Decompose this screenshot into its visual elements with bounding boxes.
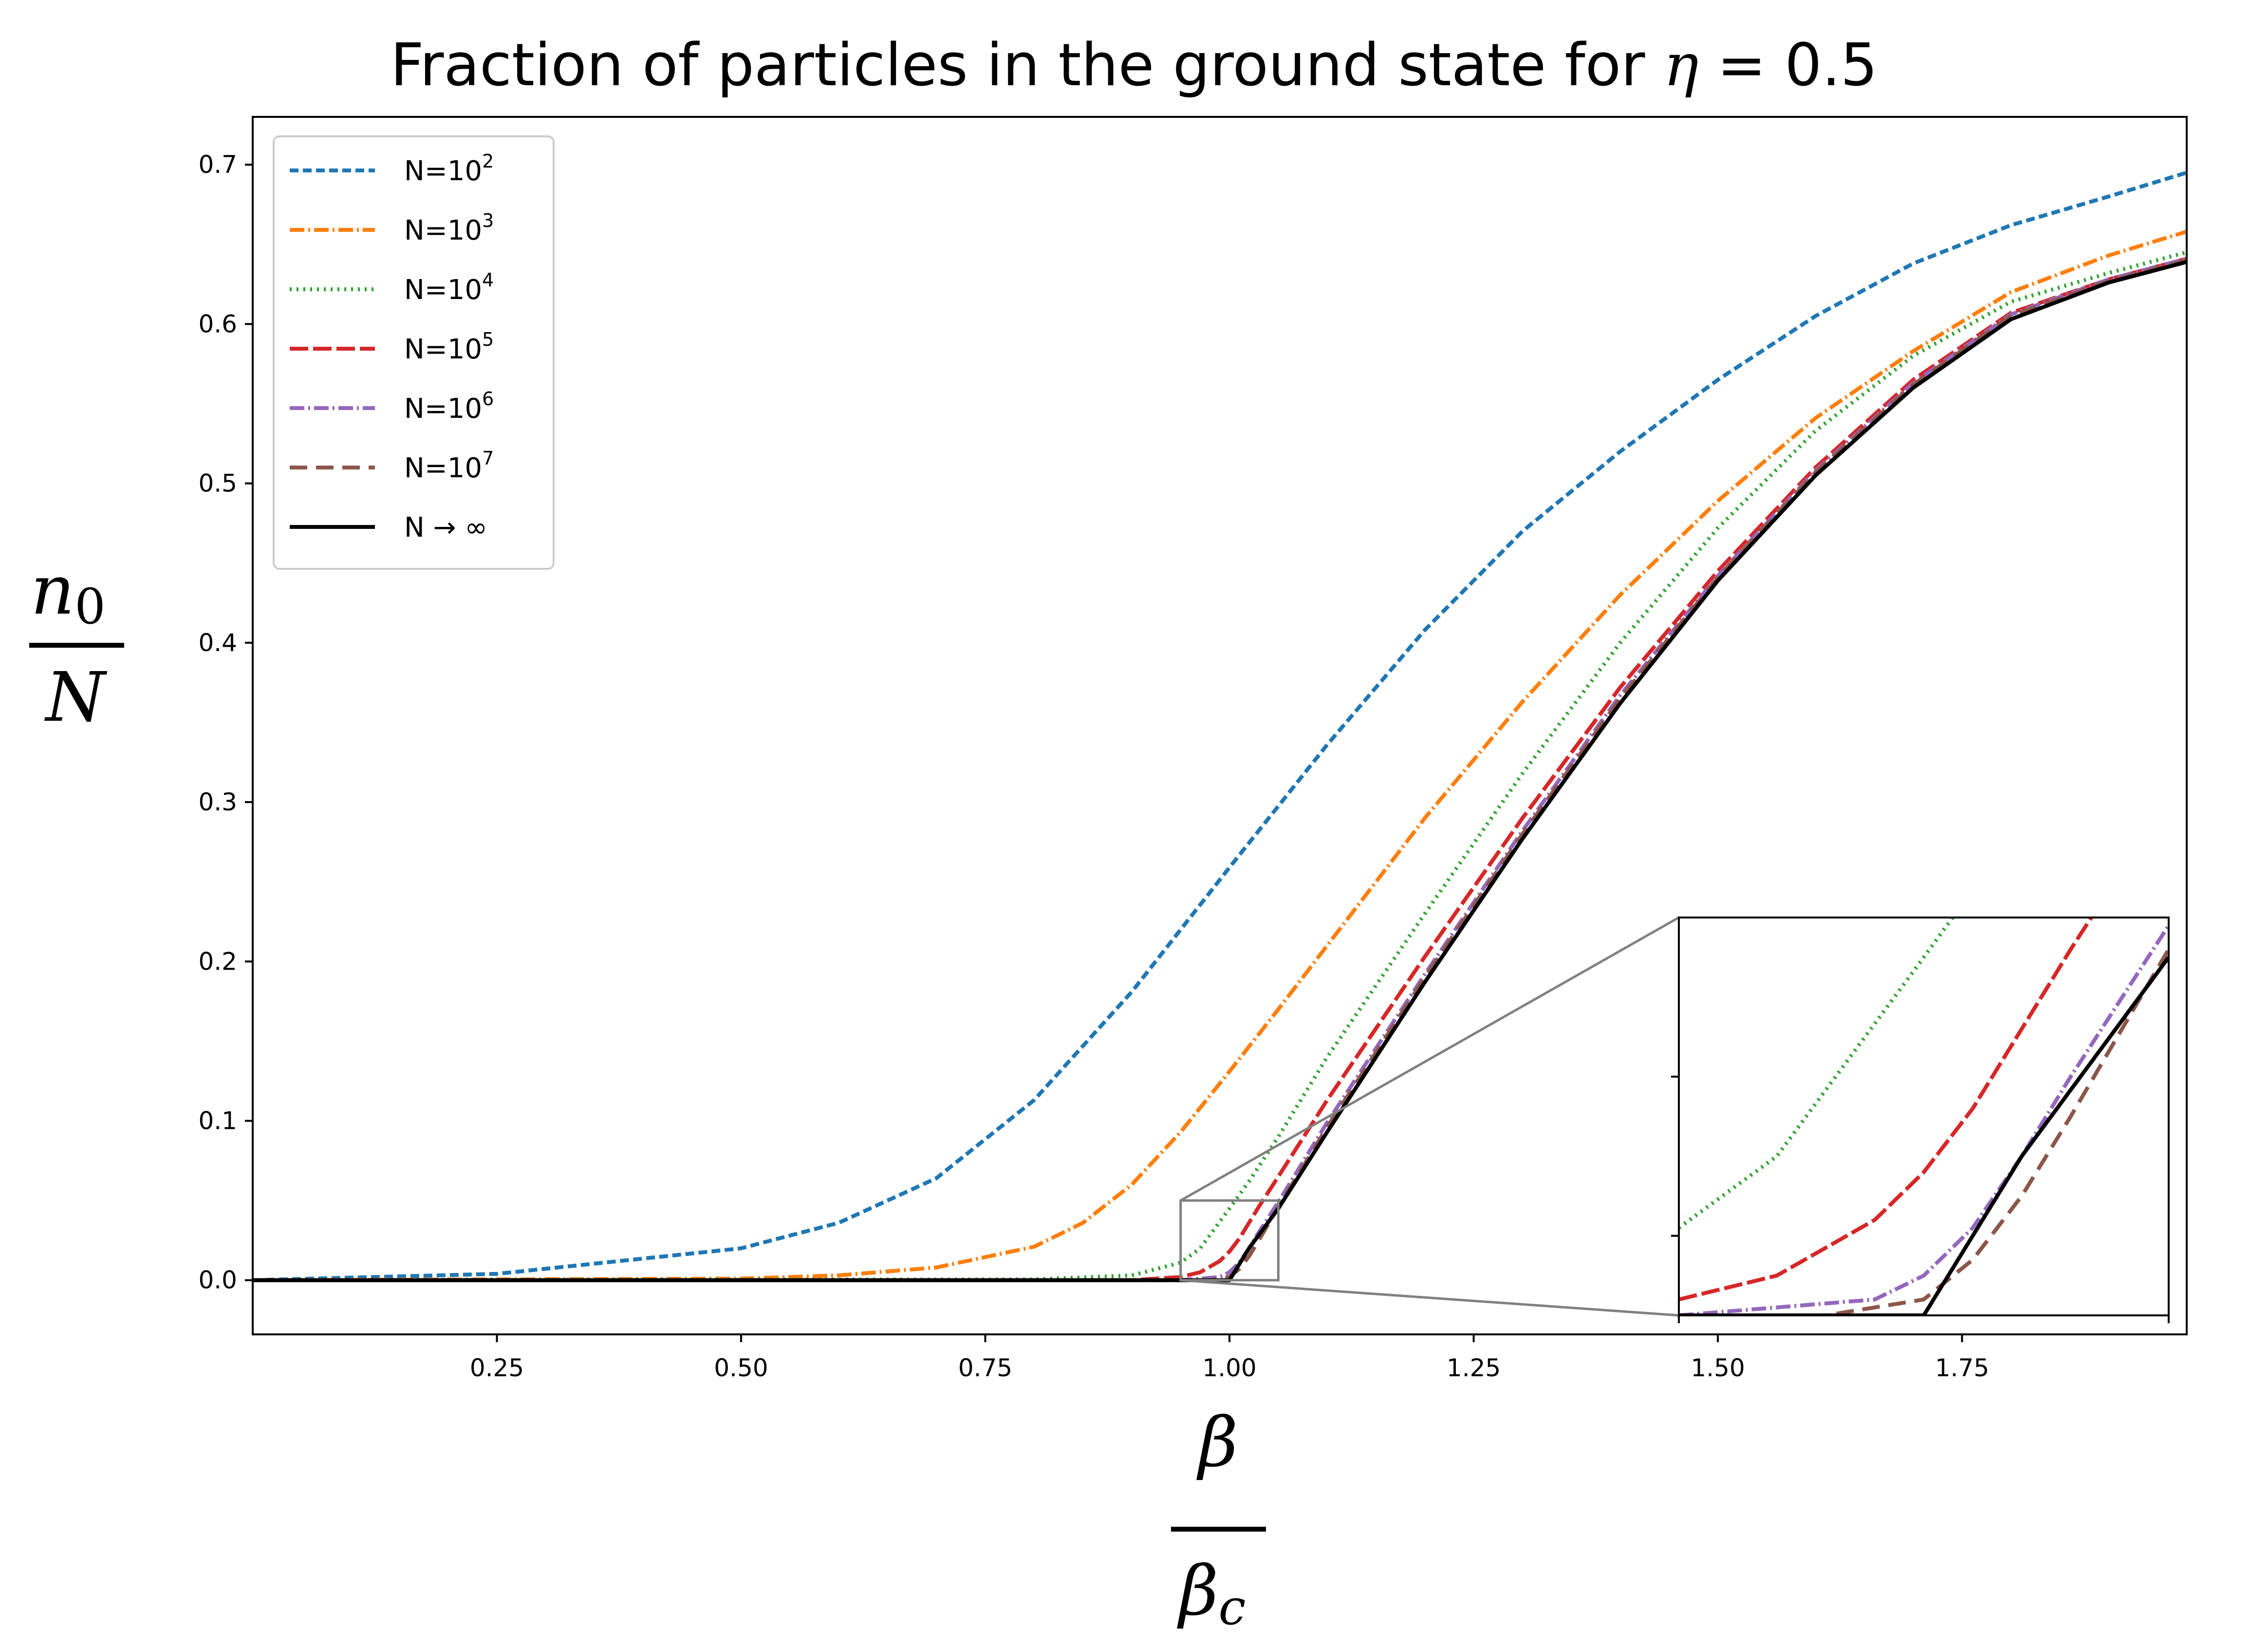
inset-series-line-n-infinity <box>1679 956 2169 1315</box>
series-line-n-10-4 <box>253 250 2187 1282</box>
y-tick-label: 0.3 <box>198 788 237 816</box>
legend-label-n-10-5: N=105 <box>404 329 494 365</box>
y-axis-label: n0 N <box>29 551 124 737</box>
y-tick-label: 0.1 <box>198 1107 237 1135</box>
x-axis-label-denominator: βc <box>1177 1552 1246 1636</box>
y-tick-label: 0.6 <box>198 310 237 338</box>
x-tick-label: 0.50 <box>714 1354 768 1382</box>
inset-series-line-n-10-6 <box>1679 924 2169 1315</box>
series-line-n-10-6 <box>253 257 2187 1282</box>
series-line-n-10-5 <box>253 257 2187 1282</box>
x-axis-label-numerator: β <box>1196 1403 1238 1482</box>
y-tick-label: 0.0 <box>198 1266 237 1294</box>
y-axis-label-denominator: N <box>44 658 108 737</box>
legend-label-n-10-4: N=104 <box>404 269 494 306</box>
zoom-rectangle <box>1179 1199 1280 1282</box>
inset-frame <box>1678 917 2170 1316</box>
inset-series-line-n-10-5 <box>1679 918 2094 1302</box>
legend-label-n-10-6: N=106 <box>404 388 494 425</box>
x-tick-label: 0.25 <box>470 1354 524 1382</box>
legend: N=102 N=103 N=104 N=105 N=106 N=107 N → ∞ <box>273 135 555 570</box>
plot-frame <box>252 116 2188 1335</box>
legend-label-n-10-3: N=103 <box>404 210 494 246</box>
legend-label-n-10-7: N=107 <box>404 448 494 484</box>
x-tick-label: 1.50 <box>1691 1354 1745 1382</box>
x-tick-label: 1.25 <box>1447 1354 1501 1382</box>
x-tick-label: 0.75 <box>958 1354 1012 1382</box>
x-tick-label: 1.00 <box>1202 1354 1256 1382</box>
main-plot: 0.25 0.50 0.75 1.00 1.25 1.50 1.75 0.0 0.1 0.2 0.… <box>198 116 2188 1382</box>
chart-title: Fraction of particles in the ground stat… <box>390 32 1878 99</box>
x-tick-label: 1.75 <box>1935 1354 1989 1382</box>
inset-series-line-n-10-4 <box>1679 918 1955 1230</box>
series-line-n-10-3 <box>253 229 2187 1282</box>
x-axis-label: β βc <box>1171 1403 1266 1636</box>
inset-series-line-n-10-7 <box>1679 948 2169 1315</box>
y-tick-label: 0.7 <box>198 150 237 179</box>
series-line-n-10-2 <box>253 170 2187 1282</box>
series-line-n-infinity <box>253 260 2187 1282</box>
legend-label-n-10-2: N=102 <box>404 150 494 187</box>
legend-frame <box>273 135 555 570</box>
y-axis-label-numerator: n0 <box>31 551 106 635</box>
y-tick-label: 0.2 <box>198 947 237 975</box>
zoom-indicator <box>1179 916 1680 1317</box>
legend-label-n-infinity: N → ∞ <box>404 512 487 543</box>
zoom-connector-top <box>1180 916 1680 1202</box>
inset-plot <box>1671 917 2170 1323</box>
y-tick-label: 0.5 <box>198 469 237 498</box>
y-tick-label: 0.4 <box>198 629 237 657</box>
zoom-connector-bottom <box>1180 1279 1679 1317</box>
